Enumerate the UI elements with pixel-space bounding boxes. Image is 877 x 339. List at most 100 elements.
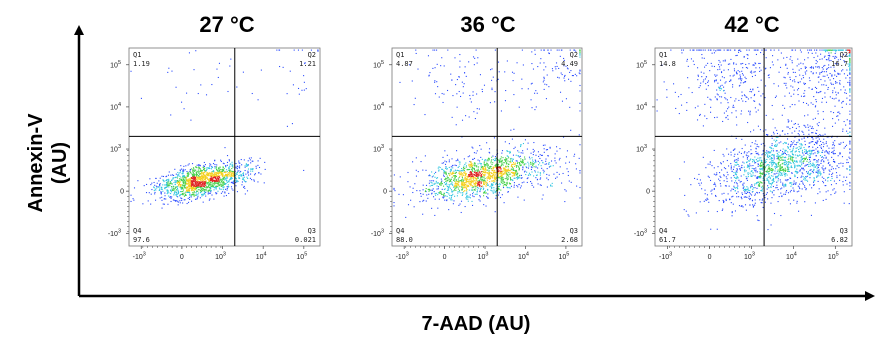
event-point	[263, 182, 265, 184]
event-point	[233, 183, 235, 185]
event-point	[822, 199, 824, 202]
event-point	[791, 182, 793, 184]
event-point	[486, 162, 488, 165]
event-point	[513, 177, 515, 179]
event-point	[210, 189, 212, 191]
event-point	[831, 125, 834, 127]
event-point	[204, 187, 206, 189]
event-point	[501, 177, 503, 179]
event-point	[434, 183, 436, 185]
event-point	[578, 134, 580, 136]
event-point	[467, 196, 469, 198]
event-point	[497, 163, 500, 165]
event-point	[802, 182, 804, 184]
event-point	[479, 144, 481, 147]
event-point	[517, 196, 519, 198]
event-point	[832, 151, 834, 153]
event-point	[797, 81, 799, 83]
event-point	[481, 165, 483, 168]
event-point	[751, 185, 753, 187]
event-point	[574, 73, 576, 75]
event-point	[461, 119, 464, 121]
event-point	[722, 199, 724, 202]
event-point	[770, 147, 772, 150]
event-point	[483, 191, 485, 194]
event-point	[510, 171, 512, 174]
event-point	[682, 49, 685, 51]
event-point	[460, 95, 462, 98]
event-point	[183, 199, 185, 201]
event-point	[743, 166, 745, 168]
event-point	[478, 180, 481, 182]
event-point	[208, 172, 210, 174]
event-point	[519, 163, 521, 165]
event-point	[838, 99, 840, 101]
event-point	[766, 188, 768, 190]
event-point	[761, 49, 763, 51]
event-point	[522, 166, 524, 168]
event-point	[214, 182, 216, 184]
event-point	[840, 162, 842, 164]
event-point	[181, 186, 183, 188]
event-point	[476, 150, 478, 152]
event-point	[175, 173, 177, 175]
event-point	[472, 176, 474, 179]
event-point	[518, 151, 520, 153]
event-point	[188, 191, 190, 193]
event-point	[834, 160, 836, 163]
event-point	[550, 160, 553, 162]
event-point	[224, 170, 226, 173]
event-point	[695, 212, 697, 214]
event-point	[216, 192, 218, 194]
event-point	[211, 178, 213, 180]
event-point	[192, 174, 194, 176]
event-point	[819, 155, 822, 157]
event-point	[178, 174, 180, 176]
event-point	[248, 157, 250, 159]
event-point	[579, 170, 581, 172]
event-point	[816, 141, 818, 143]
event-point	[731, 188, 733, 190]
event-point	[476, 187, 479, 189]
event-point	[474, 164, 476, 166]
event-point	[221, 175, 223, 177]
event-point	[822, 168, 824, 170]
event-point	[579, 70, 581, 72]
event-point	[515, 169, 517, 171]
event-point	[159, 184, 161, 187]
event-point	[491, 169, 493, 172]
event-point	[563, 65, 565, 67]
event-point	[486, 164, 488, 166]
event-point	[182, 189, 184, 191]
event-point	[533, 163, 535, 165]
event-point	[225, 174, 227, 176]
event-point	[460, 180, 462, 182]
event-point	[758, 62, 760, 65]
event-point	[708, 176, 710, 178]
event-point	[834, 105, 836, 107]
event-point	[812, 153, 814, 155]
event-point	[732, 86, 734, 88]
event-point	[811, 52, 813, 54]
event-point	[201, 195, 203, 197]
event-point	[250, 170, 252, 172]
event-point	[770, 147, 772, 149]
event-point	[773, 154, 775, 156]
event-point	[236, 86, 238, 88]
event-point	[757, 219, 759, 221]
event-point	[444, 172, 446, 174]
event-point	[471, 146, 473, 148]
event-point	[701, 188, 703, 190]
event-point	[473, 182, 475, 185]
event-point	[794, 49, 796, 51]
event-point	[198, 168, 200, 170]
event-point	[520, 164, 522, 166]
event-point	[210, 174, 212, 176]
event-point	[731, 180, 733, 182]
event-point	[471, 166, 474, 168]
event-point	[464, 171, 466, 173]
event-point	[451, 116, 453, 118]
event-point	[532, 148, 534, 150]
event-point	[727, 102, 729, 104]
event-point	[815, 99, 817, 101]
